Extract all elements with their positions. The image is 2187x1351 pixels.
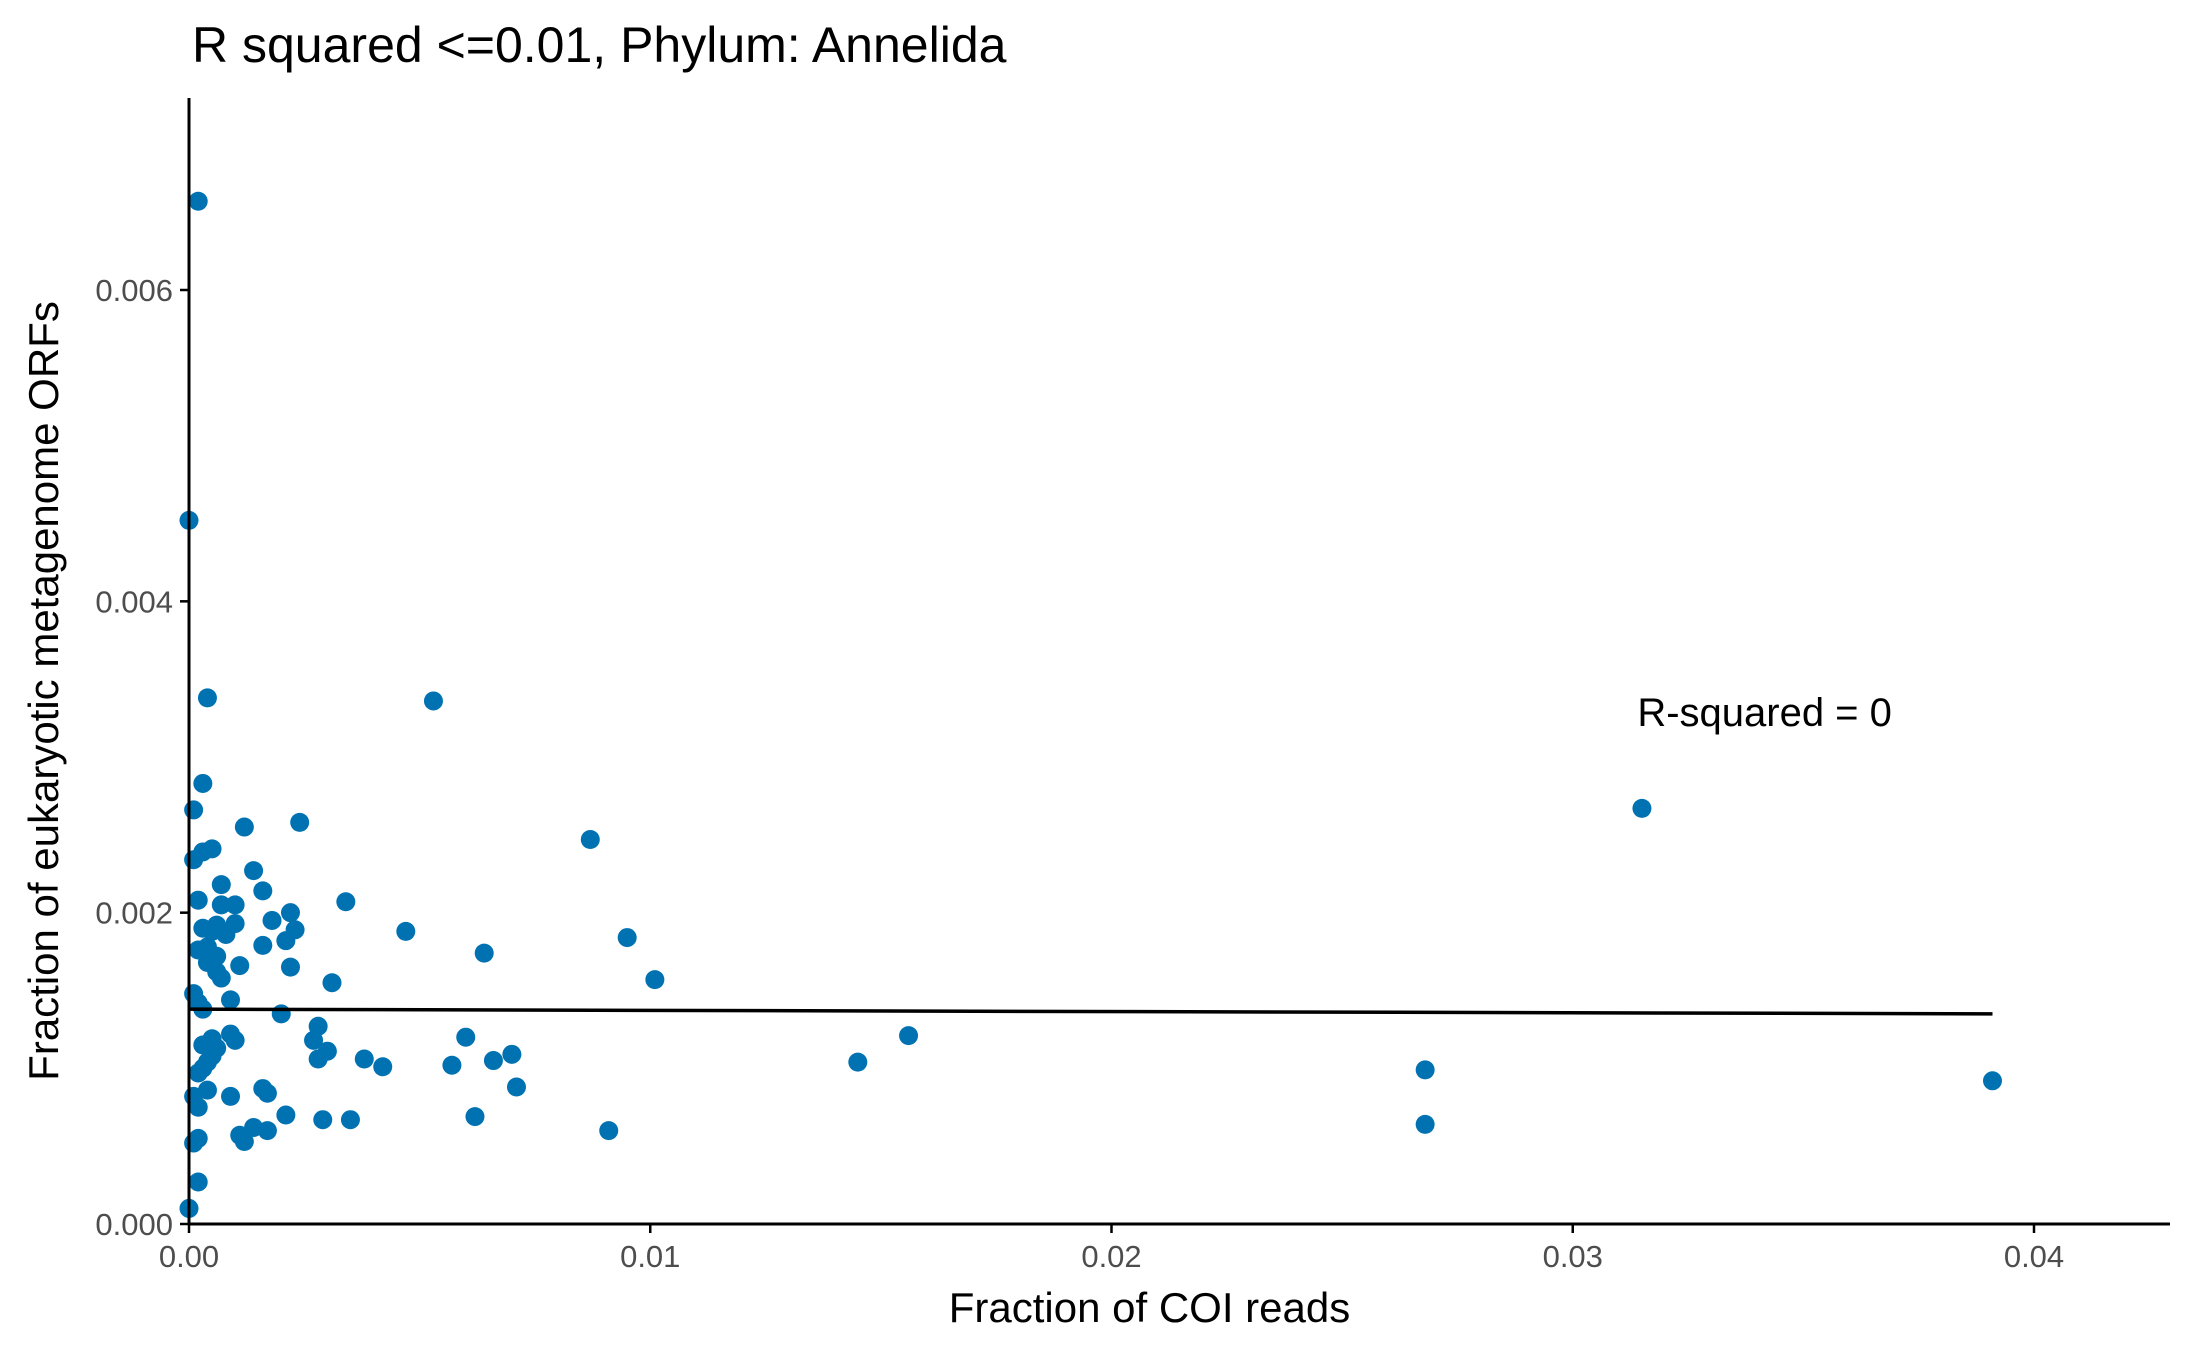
data-point	[271, 1004, 291, 1024]
data-points	[179, 191, 2002, 1218]
data-point	[483, 1051, 503, 1071]
data-point	[184, 800, 204, 820]
data-point	[230, 956, 250, 976]
data-point	[373, 1057, 393, 1077]
data-point	[262, 910, 282, 930]
data-point	[580, 830, 600, 850]
data-point	[442, 1055, 462, 1075]
data-point	[188, 191, 208, 211]
data-point	[244, 861, 264, 881]
data-point	[188, 1097, 208, 1117]
data-point	[221, 990, 241, 1010]
data-point	[308, 1049, 328, 1069]
data-point	[188, 890, 208, 910]
data-point	[253, 935, 273, 955]
data-point	[599, 1121, 619, 1141]
data-point	[506, 1077, 526, 1097]
data-point	[396, 921, 416, 941]
data-point	[234, 817, 254, 837]
y-tick-label: 0.000	[95, 1207, 173, 1242]
data-point	[465, 1107, 485, 1127]
data-point	[336, 892, 356, 912]
x-axis-label: Fraction of COI reads	[949, 1284, 1350, 1331]
data-point	[1415, 1114, 1435, 1134]
data-point	[184, 850, 204, 870]
data-point	[617, 928, 637, 948]
y-tick-label: 0.006	[95, 273, 173, 308]
r-squared-annotation: R-squared = 0	[1637, 691, 1892, 735]
x-tick-label: 0.03	[1543, 1239, 1603, 1274]
x-tick-label: 0.02	[1081, 1239, 1141, 1274]
x-tick-label: 0.01	[620, 1239, 680, 1274]
data-point	[257, 1083, 277, 1103]
data-point	[216, 924, 236, 944]
data-point	[257, 1121, 277, 1141]
data-point	[197, 688, 217, 708]
data-point	[1632, 798, 1652, 818]
y-axis-ticks: 0.000 0.002 0.004 0.006	[95, 273, 189, 1242]
data-point	[304, 1030, 324, 1050]
data-point	[211, 875, 231, 895]
x-tick-label: 0.04	[2004, 1239, 2064, 1274]
chart-title: R squared <=0.01, Phylum: Annelida	[192, 17, 1007, 73]
data-point	[280, 957, 300, 977]
data-point	[313, 1110, 333, 1130]
data-point	[253, 881, 273, 901]
x-tick-label: 0.00	[159, 1239, 219, 1274]
y-tick-label: 0.004	[95, 584, 173, 619]
data-point	[1982, 1071, 2002, 1091]
x-axis-ticks: 0.00 0.01 0.02 0.03 0.04	[159, 1224, 2064, 1274]
data-point	[899, 1026, 919, 1046]
data-point	[193, 773, 213, 793]
data-point	[211, 968, 231, 988]
data-point	[1415, 1060, 1435, 1080]
data-point	[225, 1030, 245, 1050]
data-point	[280, 903, 300, 923]
data-point	[354, 1049, 374, 1069]
data-point	[456, 1027, 476, 1047]
data-point	[276, 931, 296, 951]
data-point	[184, 1133, 204, 1153]
data-point	[474, 943, 494, 963]
data-point	[225, 895, 245, 915]
data-point	[188, 1172, 208, 1192]
y-axis-label: Fraction of eukaryotic metagenome ORFs	[20, 301, 67, 1081]
data-point	[502, 1044, 522, 1064]
data-point	[211, 895, 231, 915]
data-point	[221, 1086, 241, 1106]
data-point	[848, 1052, 868, 1072]
data-point	[276, 1105, 296, 1125]
data-point	[322, 973, 342, 993]
data-point	[340, 1110, 360, 1130]
data-point	[290, 812, 310, 832]
data-point	[423, 691, 443, 711]
data-point	[645, 970, 665, 990]
regression-line	[188, 1007, 1993, 1016]
data-point	[234, 1131, 254, 1151]
data-point	[188, 1063, 208, 1083]
y-tick-label: 0.002	[95, 896, 173, 931]
